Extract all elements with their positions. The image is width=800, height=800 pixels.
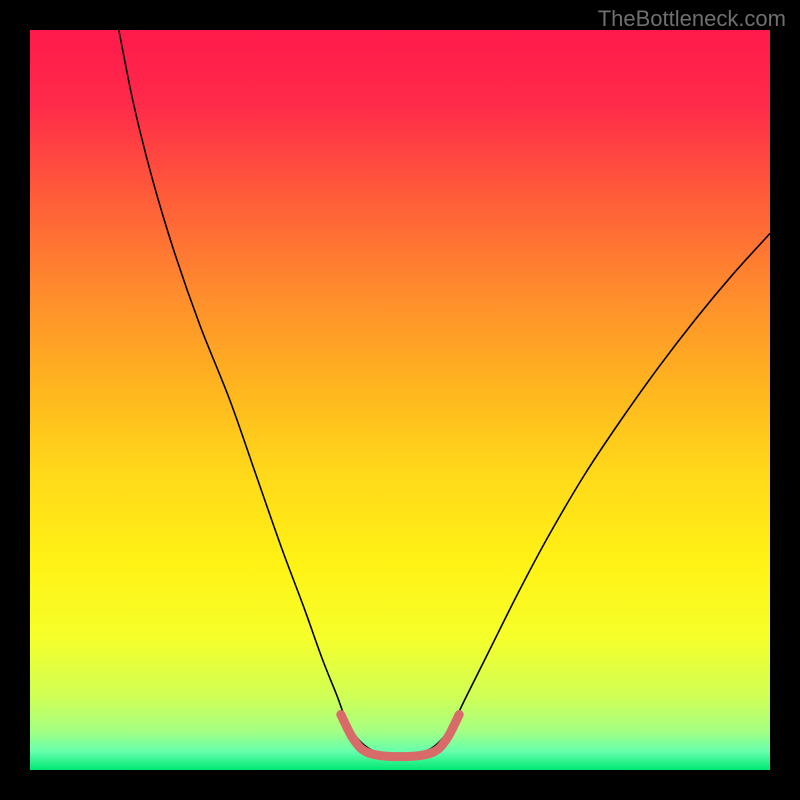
chart-area [30, 30, 770, 770]
watermark-text: TheBottleneck.com [598, 6, 786, 32]
chart-background [30, 30, 770, 770]
outer-frame: TheBottleneck.com [0, 0, 800, 800]
chart-svg [30, 30, 770, 770]
